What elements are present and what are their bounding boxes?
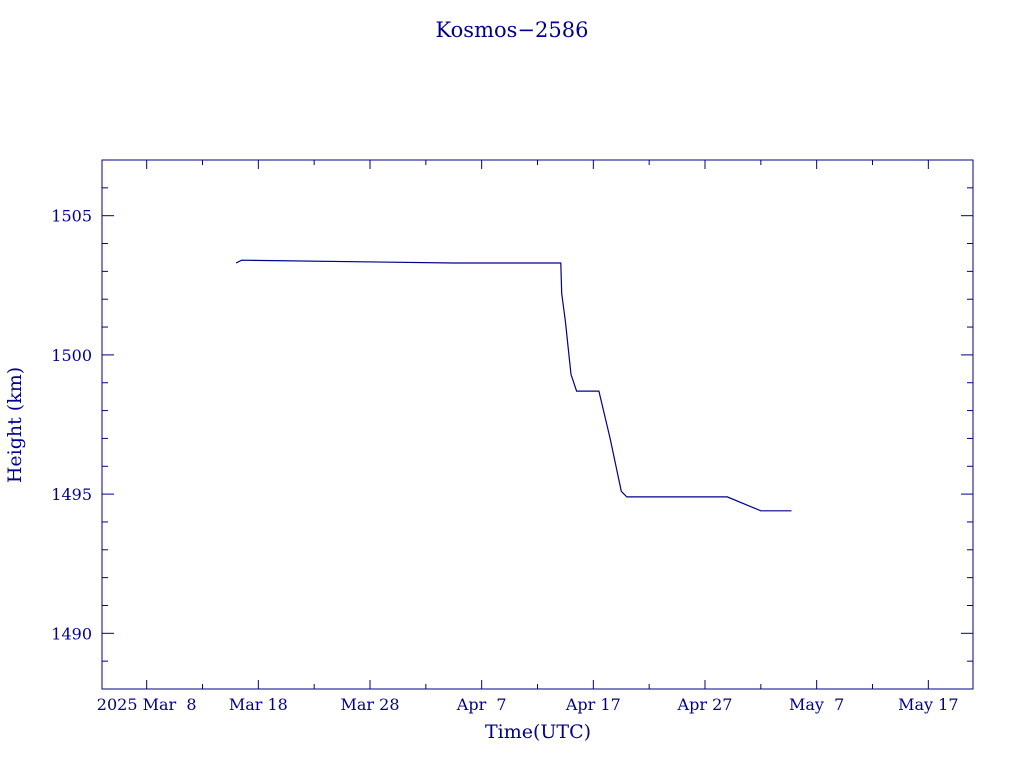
x-axis-label: Time(UTC) [485,721,591,743]
tick-labels: 2025 Mar 8 Mar 18 Mar 28 Apr 7 Apr 17 Apr 27 M… [51,207,958,714]
ticks [102,159,973,690]
plot-frame [101,159,974,690]
x-tick-label: Mar 18 [229,695,288,714]
x-tick-label: Apr 7 [456,695,507,714]
y-tick-label: 1495 [51,485,92,504]
chart-title: Kosmos−2586 [436,18,589,42]
series-layer [235,259,792,512]
y-tick-label: 1490 [51,624,92,643]
x-tick-label: 2025 Mar 8 [97,695,197,714]
x-tick-label: Apr 17 [565,695,621,714]
height-series-line [235,259,792,512]
x-tick-label: Mar 28 [340,695,399,714]
y-tick-label: 1505 [51,207,92,226]
y-axis-label: Height (km) [4,367,26,483]
x-tick-label: May 7 [789,695,844,714]
x-tick-label: Apr 27 [677,695,733,714]
y-tick-label: 1500 [51,346,92,365]
x-tick-label: May 17 [898,695,958,714]
